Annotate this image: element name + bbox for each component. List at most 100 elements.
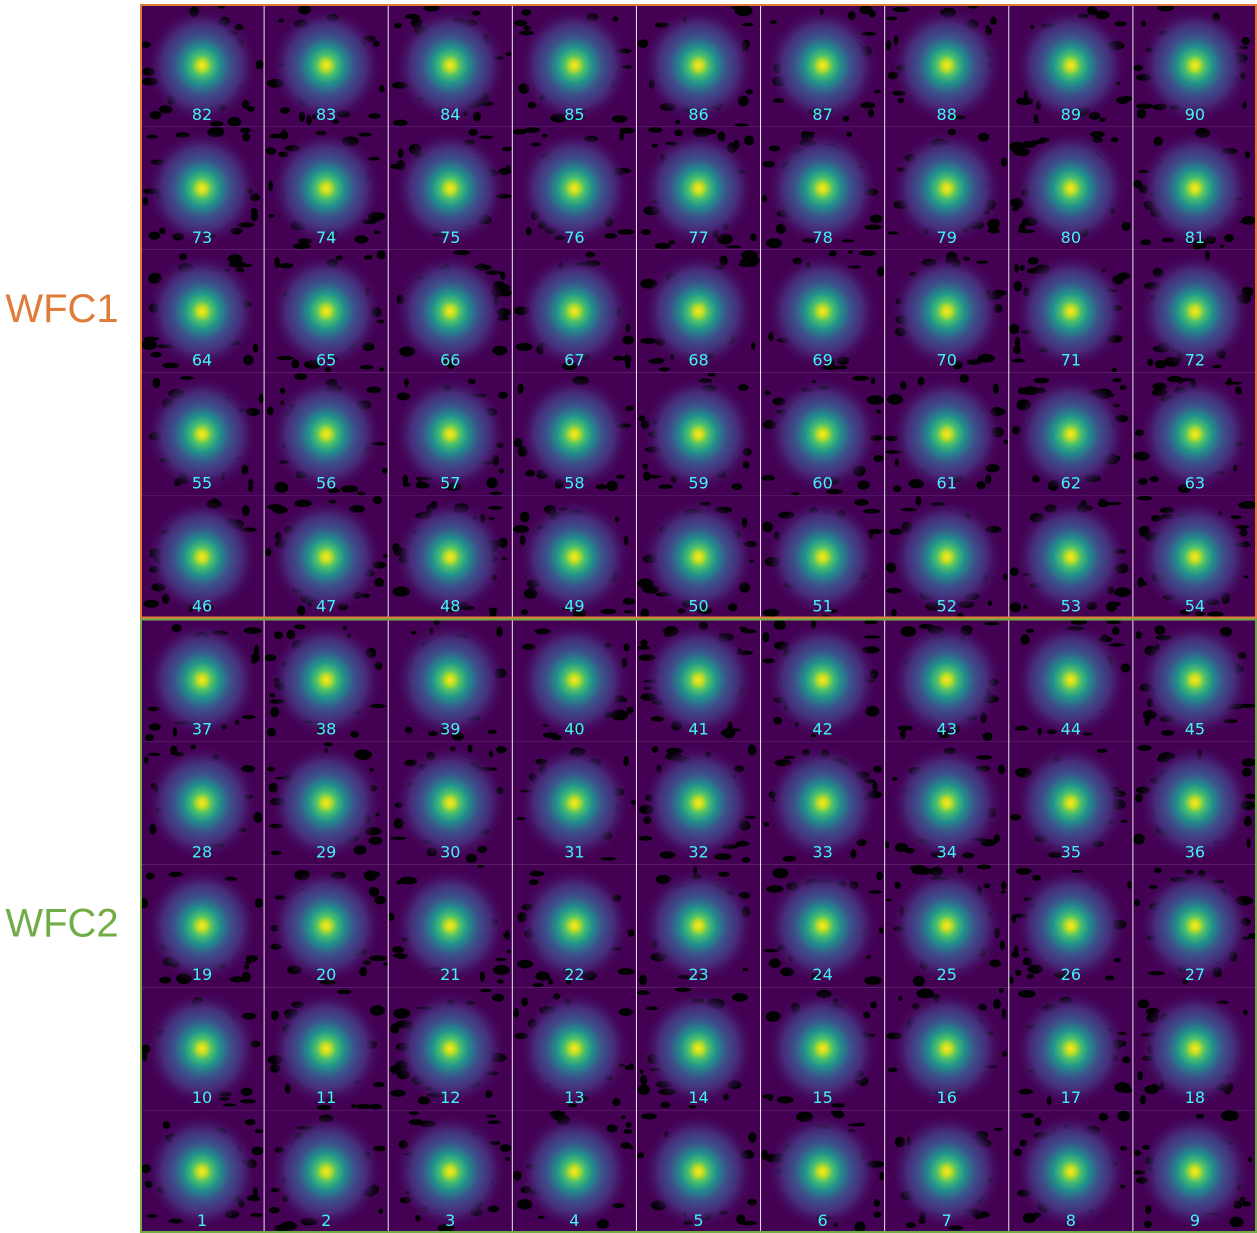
noise [241, 1088, 253, 1096]
noise [487, 1120, 501, 1124]
psf-cell: 69 [761, 250, 885, 373]
noise [383, 554, 388, 558]
cell-label: 84 [440, 105, 460, 124]
cell-label: 59 [688, 474, 708, 493]
noise [517, 384, 523, 394]
noise [254, 1129, 264, 1133]
noise [513, 1008, 518, 1018]
cell-label: 55 [192, 474, 212, 493]
psf-cell: 32 [636, 741, 760, 864]
psf-cell: 62 [1009, 373, 1133, 496]
psf-cell: 79 [885, 127, 1009, 250]
noise [873, 766, 882, 773]
psf-cell: 36 [1133, 741, 1257, 864]
noise [1238, 502, 1250, 508]
noise [390, 1090, 405, 1097]
noise [770, 20, 777, 24]
noise [640, 1075, 647, 1086]
noise [621, 1116, 626, 1119]
noise [279, 19, 284, 23]
noise [247, 106, 255, 112]
noise [897, 726, 913, 731]
psf-cell: 59 [636, 373, 760, 496]
cell-label: 22 [564, 965, 584, 984]
noise [886, 898, 892, 901]
noise [366, 386, 381, 393]
noise [739, 262, 757, 266]
noise [379, 85, 385, 92]
noise [639, 1070, 643, 1074]
noise [364, 870, 378, 881]
noise [639, 975, 647, 986]
noise [391, 837, 407, 840]
noise [280, 130, 288, 139]
noise [906, 1222, 916, 1227]
cell-label: 78 [812, 228, 832, 247]
noise [894, 882, 900, 889]
psf-cell: 38 [264, 619, 388, 742]
cell-label: 88 [937, 105, 957, 124]
noise [1011, 951, 1019, 958]
cell-label: 36 [1185, 842, 1205, 861]
cell-label: 45 [1185, 719, 1205, 738]
noise [652, 746, 658, 753]
noise [1106, 621, 1121, 624]
noise [1018, 990, 1036, 998]
noise [1028, 257, 1038, 265]
cell-label: 38 [316, 719, 336, 738]
noise [744, 135, 754, 145]
psf-cell: 73 [140, 127, 264, 250]
noise [1137, 1071, 1142, 1081]
noise [520, 512, 530, 522]
cell-label: 80 [1061, 228, 1081, 247]
noise [146, 873, 155, 880]
psf-cell: 6 [761, 1110, 885, 1233]
noise [734, 123, 748, 126]
noise [641, 229, 651, 235]
noise [1246, 838, 1250, 848]
cell-label: 51 [812, 597, 832, 616]
noise [521, 997, 528, 1006]
noise [514, 20, 528, 26]
noise [1002, 1009, 1006, 1019]
noise [1138, 999, 1150, 1008]
noise [1016, 868, 1032, 875]
noise [490, 492, 503, 495]
psf-cell: 56 [264, 373, 388, 496]
psf-cell: 17 [1009, 987, 1133, 1110]
cell-label: 9 [1190, 1211, 1200, 1230]
noise [487, 1115, 497, 1118]
noise [600, 609, 616, 614]
noise [618, 968, 635, 975]
cell-label: 37 [192, 719, 212, 738]
noise [887, 231, 898, 234]
noise [487, 730, 497, 734]
noise [1116, 97, 1129, 105]
noise [631, 800, 636, 805]
noise [748, 1132, 756, 1142]
noise [742, 23, 754, 26]
noise [274, 257, 280, 268]
cell-label: 47 [316, 597, 336, 616]
cell-label: 5 [693, 1211, 703, 1230]
psf-cell: 51 [761, 496, 885, 619]
noise [1112, 378, 1122, 382]
noise [830, 1111, 838, 1114]
psf-cell: 41 [636, 619, 760, 742]
cell-label: 65 [316, 351, 336, 370]
noise [146, 1214, 157, 1217]
noise [267, 767, 275, 772]
noise [637, 1152, 644, 1158]
psf-cell: 71 [1009, 250, 1133, 373]
noise [143, 600, 159, 608]
noise [268, 214, 274, 217]
noise [148, 753, 161, 756]
noise [373, 496, 383, 504]
psf-cell: 18 [1133, 987, 1257, 1110]
cell-label: 69 [812, 351, 832, 370]
noise [612, 1098, 620, 1106]
noise [1243, 1010, 1247, 1016]
noise [648, 127, 662, 133]
psf-cell: 88 [885, 4, 1009, 127]
psf-cell: 21 [388, 864, 512, 987]
